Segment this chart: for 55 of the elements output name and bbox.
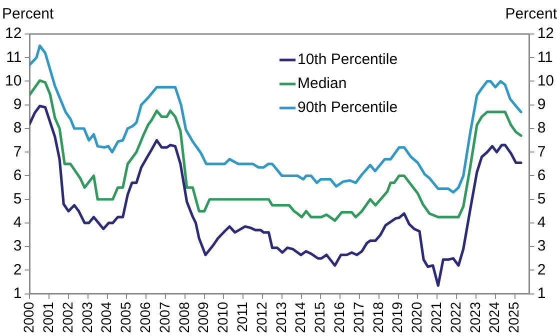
x-tick-label: 2019 — [389, 302, 406, 334]
y-tick-label: 9 — [13, 96, 22, 114]
y-tick-label: 3 — [13, 238, 22, 255]
y-tick-label: 4 — [13, 214, 22, 232]
y-axis-title: Percent — [2, 6, 55, 23]
y-tick-label: 2 — [13, 261, 22, 278]
x-tick-label: 2024 — [486, 302, 502, 334]
y2-axis-title: Percent — [505, 6, 558, 23]
x-tick-label: 2007 — [156, 302, 172, 334]
y2-tick-label: 8 — [537, 120, 546, 137]
x-tick-label: 2000 — [20, 302, 37, 334]
x-tick-label: 2017 — [350, 302, 366, 334]
y-tick-label: 10 — [4, 72, 22, 90]
y2-tick-label: 4 — [537, 214, 546, 232]
y2-tick-label: 6 — [537, 166, 546, 184]
y2-tick-label: 11 — [537, 48, 553, 66]
x-tick-label: 2018 — [370, 302, 386, 334]
x-tick-label: 2023 — [466, 302, 483, 334]
y-tick-label: 1 — [13, 284, 22, 302]
x-tick-label: 2015 — [312, 302, 328, 334]
x-tick-label: 2021 — [428, 302, 444, 334]
y-tick-label: 5 — [13, 190, 22, 208]
x-tick-label: 2009 — [195, 302, 212, 334]
x-tick-label: 2004 — [98, 302, 114, 334]
x-tick-label: 2012 — [253, 302, 270, 334]
x-tick-label: 2016 — [330, 302, 347, 334]
x-tick-label: 2008 — [176, 302, 192, 334]
x-tick-label: 2013 — [272, 302, 289, 334]
x-tick-label: 2001 — [40, 302, 56, 334]
y-tick-label: 8 — [13, 120, 22, 137]
x-tick-label: 2022 — [447, 302, 464, 334]
y2-tick-label: 7 — [537, 143, 546, 160]
x-tick-label: 2011 — [234, 302, 250, 332]
y2-tick-label: 2 — [537, 261, 546, 278]
y2-tick-label: 1 — [537, 284, 546, 302]
y2-tick-label: 5 — [537, 190, 546, 208]
legend-label: 10th Percentile — [298, 51, 398, 68]
legend-label: 90th Percentile — [298, 99, 398, 116]
x-tick-label: 2010 — [214, 302, 231, 334]
legend-label: Median — [298, 75, 347, 92]
x-tick-label: 2003 — [78, 302, 95, 334]
x-tick-label: 2002 — [59, 302, 76, 334]
y2-tick-label: 10 — [537, 72, 554, 90]
x-tick-label: 2005 — [118, 302, 134, 334]
y2-tick-label: 3 — [537, 238, 546, 255]
y2-tick-label: 12 — [537, 25, 554, 42]
x-tick-label: 2014 — [292, 302, 308, 334]
y-tick-label: 6 — [13, 166, 22, 184]
x-tick-label: 2006 — [136, 302, 153, 334]
y-tick-label: 7 — [13, 143, 22, 160]
y-tick-label: 12 — [4, 25, 22, 42]
y-tick-label: 11 — [6, 48, 22, 66]
x-tick-label: 2020 — [408, 302, 425, 334]
x-tick-label: 2025 — [506, 302, 522, 334]
y2-tick-label: 9 — [537, 96, 546, 114]
